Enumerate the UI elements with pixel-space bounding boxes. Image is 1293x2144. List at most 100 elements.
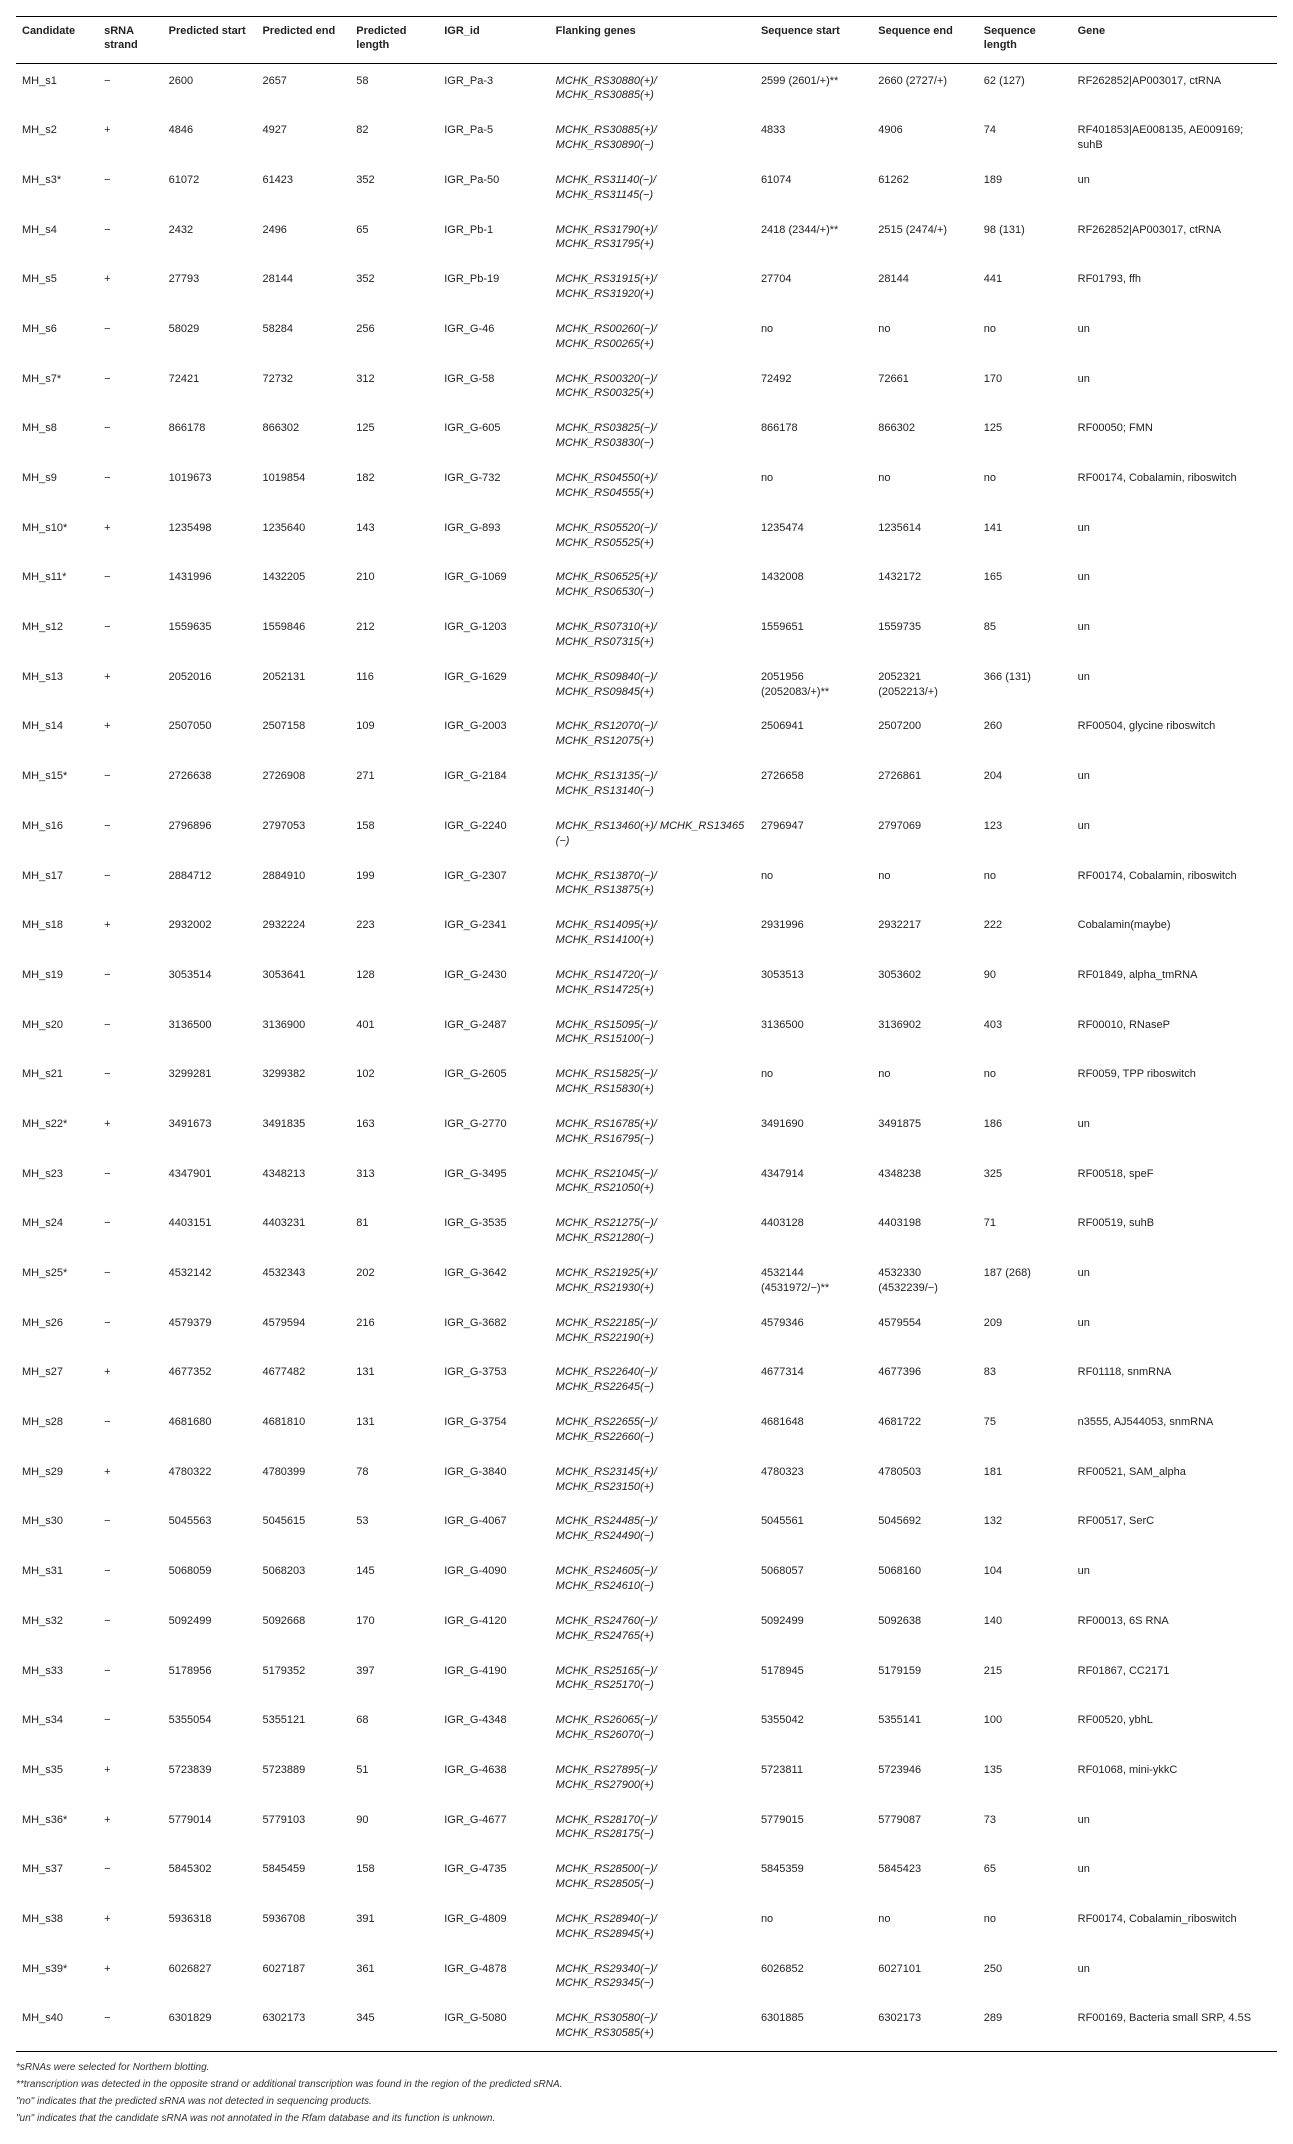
cell-slen: 98 (131) [978,213,1072,263]
cell-pend: 28144 [256,262,350,312]
cell-strand: + [98,1753,163,1803]
table-row: MH_s34−5355054535512168IGR_G-4348MCHK_RS… [16,1703,1277,1753]
cell-flank: MCHK_RS23145(+)/ MCHK_RS23150(+) [550,1455,755,1505]
cell-plen: 256 [350,312,438,362]
cell-slen: 90 [978,958,1072,1008]
cell-candidate: MH_s5 [16,262,98,312]
cell-sstart: 72492 [755,362,872,412]
cell-pstart: 4677352 [163,1355,257,1405]
cell-pend: 1559846 [256,610,350,660]
cell-candidate: MH_s8 [16,411,98,461]
cell-gene: RF00050; FMN [1072,411,1277,461]
cell-sstart: 2506941 [755,709,872,759]
cell-pstart: 58029 [163,312,257,362]
cell-strand: − [98,859,163,909]
cell-pend: 2507158 [256,709,350,759]
cell-plen: 128 [350,958,438,1008]
cell-pend: 6027187 [256,1952,350,2002]
cell-pstart: 27793 [163,262,257,312]
cell-flank: MCHK_RS27895(−)/ MCHK_RS27900(+) [550,1753,755,1803]
cell-pend: 5936708 [256,1902,350,1952]
cell-candidate: MH_s14 [16,709,98,759]
cell-pstart: 3136500 [163,1008,257,1058]
cell-pstart: 5092499 [163,1604,257,1654]
table-row: MH_s2+4846492782IGR_Pa-5MCHK_RS30885(+)/… [16,113,1277,163]
cell-sstart: 4833 [755,113,872,163]
cell-igr: IGR_G-605 [438,411,549,461]
cell-candidate: MH_s29 [16,1455,98,1505]
cell-sstart: 2051956 (2052083/+)** [755,660,872,710]
cell-flank: MCHK_RS28500(−)/ MCHK_RS28505(−) [550,1852,755,1902]
cell-strand: − [98,759,163,809]
cell-pstart: 2932002 [163,908,257,958]
cell-gene: un [1072,610,1277,660]
cell-plen: 58 [350,63,438,113]
cell-pend: 5179352 [256,1654,350,1704]
cell-strand: − [98,1703,163,1753]
cell-igr: IGR_G-1629 [438,660,549,710]
col-gene: Gene [1072,17,1277,64]
cell-candidate: MH_s13 [16,660,98,710]
table-row: MH_s18+29320022932224223IGR_G-2341MCHK_R… [16,908,1277,958]
cell-flank: MCHK_RS28940(−)/ MCHK_RS28945(+) [550,1902,755,1952]
col-slen: Sequence length [978,17,1072,64]
cell-flank: MCHK_RS05520(−)/ MCHK_RS05525(+) [550,511,755,561]
cell-candidate: MH_s31 [16,1554,98,1604]
cell-flank: MCHK_RS31790(+)/ MCHK_RS31795(+) [550,213,755,263]
cell-plen: 51 [350,1753,438,1803]
cell-flank: MCHK_RS15095(−)/ MCHK_RS15100(−) [550,1008,755,1058]
cell-pend: 5723889 [256,1753,350,1803]
cell-strand: − [98,1206,163,1256]
cell-igr: IGR_G-2184 [438,759,549,809]
cell-pstart: 5723839 [163,1753,257,1803]
col-send: Sequence end [872,17,978,64]
cell-pstart: 2726638 [163,759,257,809]
cell-igr: IGR_G-3535 [438,1206,549,1256]
cell-pstart: 5178956 [163,1654,257,1704]
cell-gene: un [1072,560,1277,610]
cell-plen: 397 [350,1654,438,1704]
cell-candidate: MH_s33 [16,1654,98,1704]
cell-igr: IGR_G-4190 [438,1654,549,1704]
cell-sstart: no [755,1902,872,1952]
cell-sstart: 5178945 [755,1654,872,1704]
cell-send: 5179159 [872,1654,978,1704]
cell-sstart: 5723811 [755,1753,872,1803]
cell-flank: MCHK_RS21275(−)/ MCHK_RS21280(−) [550,1206,755,1256]
cell-pend: 2496 [256,213,350,263]
cell-strand: + [98,1107,163,1157]
cell-send: 4677396 [872,1355,978,1405]
table-row: MH_s32−50924995092668170IGR_G-4120MCHK_R… [16,1604,1277,1654]
cell-plen: 131 [350,1405,438,1455]
cell-sstart: no [755,859,872,909]
cell-slen: no [978,312,1072,362]
cell-plen: 90 [350,1803,438,1853]
cell-gene: RF01118, snmRNA [1072,1355,1277,1405]
cell-pstart: 4681680 [163,1405,257,1455]
cell-igr: IGR_Pa-5 [438,113,549,163]
cell-send: 5092638 [872,1604,978,1654]
cell-slen: 135 [978,1753,1072,1803]
cell-igr: IGR_G-732 [438,461,549,511]
cell-slen: 104 [978,1554,1072,1604]
cell-strand: − [98,1008,163,1058]
cell-plen: 65 [350,213,438,263]
cell-pstart: 2600 [163,63,257,113]
cell-gene: un [1072,1256,1277,1306]
table-row: MH_s13+20520162052131116IGR_G-1629MCHK_R… [16,660,1277,710]
table-row: MH_s36*+5779014577910390IGR_G-4677MCHK_R… [16,1803,1277,1853]
cell-send: 4532330 (4532239/−) [872,1256,978,1306]
cell-strand: + [98,908,163,958]
cell-send: 2726861 [872,759,978,809]
cell-sstart: 2931996 [755,908,872,958]
cell-plen: 116 [350,660,438,710]
cell-igr: IGR_G-2487 [438,1008,549,1058]
cell-pstart: 866178 [163,411,257,461]
table-row: MH_s26−45793794579594216IGR_G-3682MCHK_R… [16,1306,1277,1356]
cell-flank: MCHK_RS29340(−)/ MCHK_RS29345(−) [550,1952,755,2002]
cell-candidate: MH_s21 [16,1057,98,1107]
cell-strand: − [98,1654,163,1704]
cell-sstart: 3053513 [755,958,872,1008]
cell-igr: IGR_G-2240 [438,809,549,859]
cell-gene: RF01849, alpha_tmRNA [1072,958,1277,1008]
